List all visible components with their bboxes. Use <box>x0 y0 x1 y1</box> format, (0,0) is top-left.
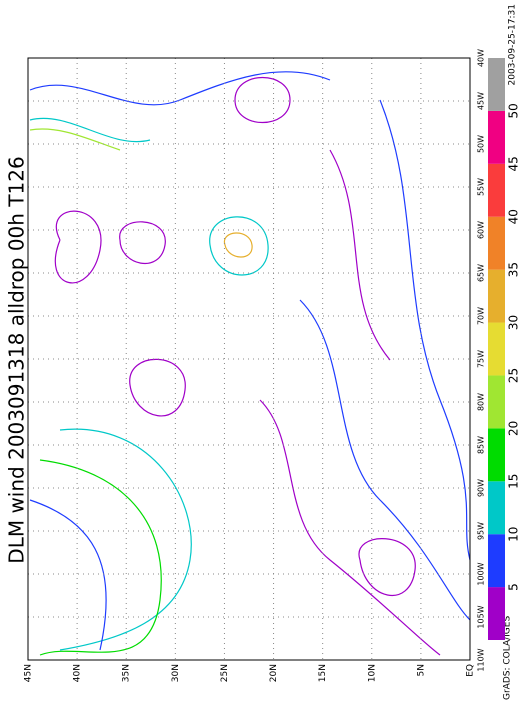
lon-label: 95W <box>477 522 486 540</box>
streamline <box>54 210 102 284</box>
grid <box>28 58 470 660</box>
colorbar-label: 30 <box>507 315 519 330</box>
streamline <box>39 459 162 656</box>
colorbar-label: 10 <box>507 527 519 542</box>
timestamp: 2003-09-25-17:31 <box>508 4 518 86</box>
lon-label: 60W <box>477 221 486 239</box>
colorbar-segment <box>488 481 505 535</box>
lon-label: 40W <box>477 49 486 67</box>
lat-label: 30N <box>171 664 181 682</box>
colorbar-segment <box>488 110 505 164</box>
colorbar-label: 25 <box>507 368 519 383</box>
title: DLM wind 2003091318 alldrop 00h T126 <box>5 156 29 563</box>
lat-label: 15N <box>318 664 328 682</box>
colorbar-segment <box>488 322 505 376</box>
lon-label: 100W <box>477 562 486 585</box>
colorbar-label: 35 <box>507 262 519 277</box>
streamline <box>29 499 107 651</box>
streamline <box>379 99 471 561</box>
colorbar-label: 45 <box>507 156 519 171</box>
lat-label: 5N <box>416 664 426 676</box>
lon-label: 55W <box>477 178 486 196</box>
colorbar-segment <box>488 375 505 429</box>
lat-label: 20N <box>269 664 279 682</box>
lat-label: 45N <box>24 664 34 682</box>
streamline <box>234 77 291 123</box>
lon-label: 65W <box>477 264 486 282</box>
streamline <box>259 399 441 656</box>
colorbar-label: 50 <box>507 103 519 118</box>
streamline <box>209 216 269 276</box>
streamline <box>224 232 253 258</box>
lat-label: 35N <box>122 664 132 682</box>
credit: GrADS: COLA/IGES <box>503 616 513 700</box>
streamline <box>119 221 166 264</box>
colorbar-segment <box>488 58 505 111</box>
colorbar-segment <box>488 163 505 217</box>
colorbar-label: 20 <box>507 421 519 436</box>
lat-label: EQ <box>466 664 476 677</box>
lon-label: 90W <box>477 479 486 497</box>
lon-label: 110W <box>477 648 486 671</box>
lon-label: 75W <box>477 350 486 368</box>
lon-label: 80W <box>477 393 486 411</box>
streamlines <box>29 71 471 656</box>
lat-label: 40N <box>73 664 83 682</box>
lat-label: 25N <box>220 664 230 682</box>
lon-label: 45W <box>477 92 486 110</box>
streamline <box>59 428 192 651</box>
lon-label: 105W <box>477 605 486 628</box>
colorbar-segment <box>488 534 505 588</box>
colorbar-label: 15 <box>507 474 519 489</box>
streamline <box>299 299 471 621</box>
lon-label: 50W <box>477 135 486 153</box>
colorbar-segment <box>488 216 505 270</box>
streamline <box>29 128 121 151</box>
streamline <box>29 71 331 106</box>
colorbar-segment <box>488 428 505 482</box>
lon-label: 70W <box>477 307 486 325</box>
colorbar-label: 40 <box>507 209 519 224</box>
streamline <box>129 358 186 417</box>
streamline <box>358 538 416 597</box>
colorbar-label: 5 <box>507 583 519 591</box>
colorbar-segment <box>488 587 505 640</box>
lat-label: 10N <box>367 664 377 682</box>
streamline <box>329 149 391 361</box>
lon-label: 85W <box>477 436 486 454</box>
map-frame <box>27 57 471 661</box>
colorbar-segment <box>488 269 505 323</box>
streamline <box>29 117 151 143</box>
